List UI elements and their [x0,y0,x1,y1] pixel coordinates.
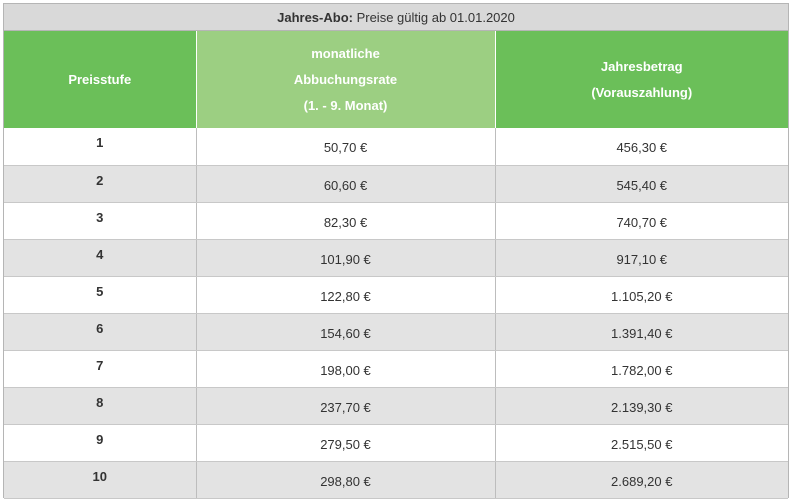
cell-monatlich: 154,60 € [196,313,496,351]
cell-jahresbetrag: 1.782,00 € [495,350,788,388]
table-row: 3 82,30 € 740,70 € [4,202,788,240]
table-row: 10 298,80 € 2.689,20 € [4,461,788,499]
table-row: 8 237,70 € 2.139,30 € [4,387,788,425]
table-row: 7 198,00 € 1.782,00 € [4,350,788,388]
header-line: Abbuchungsrate [293,71,398,87]
header-jahresbetrag: Jahresbetrag (Vorauszahlung) [495,31,788,128]
caption-bold: Jahres-Abo: [277,10,353,25]
cell-jahresbetrag: 456,30 € [495,128,788,166]
cell-preisstufe: 6 [4,313,197,351]
header-line: (1. - 9. Monat) [303,97,388,113]
cell-preisstufe: 10 [4,461,197,499]
table-row: 6 154,60 € 1.391,40 € [4,313,788,351]
cell-jahresbetrag: 1.391,40 € [495,313,788,351]
cell-monatlich: 60,60 € [196,165,496,203]
header-line: monatliche [311,45,380,61]
table-row: 1 50,70 € 456,30 € [4,128,788,166]
table-caption: Jahres-Abo: Preise gültig ab 01.01.2020 [4,4,788,31]
header-monatliche-rate: monatliche Abbuchungsrate (1. - 9. Monat… [196,31,496,128]
cell-preisstufe: 4 [4,239,197,277]
cell-monatlich: 50,70 € [196,128,496,166]
table-row: 4 101,90 € 917,10 € [4,239,788,277]
cell-monatlich: 237,70 € [196,387,496,425]
cell-jahresbetrag: 917,10 € [495,239,788,277]
cell-monatlich: 198,00 € [196,350,496,388]
price-table: Preisstufe monatliche Abbuchungsrate (1.… [4,31,788,499]
cell-jahresbetrag: 2.515,50 € [495,424,788,462]
caption-text: Preise gültig ab 01.01.2020 [352,10,515,25]
header-row: Preisstufe monatliche Abbuchungsrate (1.… [4,31,788,128]
cell-preisstufe: 9 [4,424,197,462]
cell-jahresbetrag: 545,40 € [495,165,788,203]
cell-monatlich: 279,50 € [196,424,496,462]
cell-preisstufe: 3 [4,202,197,240]
cell-preisstufe: 5 [4,276,197,314]
cell-jahresbetrag: 1.105,20 € [495,276,788,314]
header-preisstufe: Preisstufe [4,31,197,128]
cell-preisstufe: 1 [4,128,197,166]
cell-preisstufe: 2 [4,165,197,203]
cell-monatlich: 101,90 € [196,239,496,277]
cell-jahresbetrag: 2.139,30 € [495,387,788,425]
header-line: (Vorauszahlung) [591,84,693,100]
table-row: 9 279,50 € 2.515,50 € [4,424,788,462]
cell-monatlich: 122,80 € [196,276,496,314]
cell-monatlich: 298,80 € [196,461,496,499]
cell-preisstufe: 7 [4,350,197,388]
cell-jahresbetrag: 2.689,20 € [495,461,788,499]
cell-preisstufe: 8 [4,387,197,425]
table-row: 2 60,60 € 545,40 € [4,165,788,203]
price-table-container: Jahres-Abo: Preise gültig ab 01.01.2020 … [3,3,789,499]
cell-monatlich: 82,30 € [196,202,496,240]
table-row: 5 122,80 € 1.105,20 € [4,276,788,314]
cell-jahresbetrag: 740,70 € [495,202,788,240]
header-line: Jahresbetrag [600,58,683,74]
